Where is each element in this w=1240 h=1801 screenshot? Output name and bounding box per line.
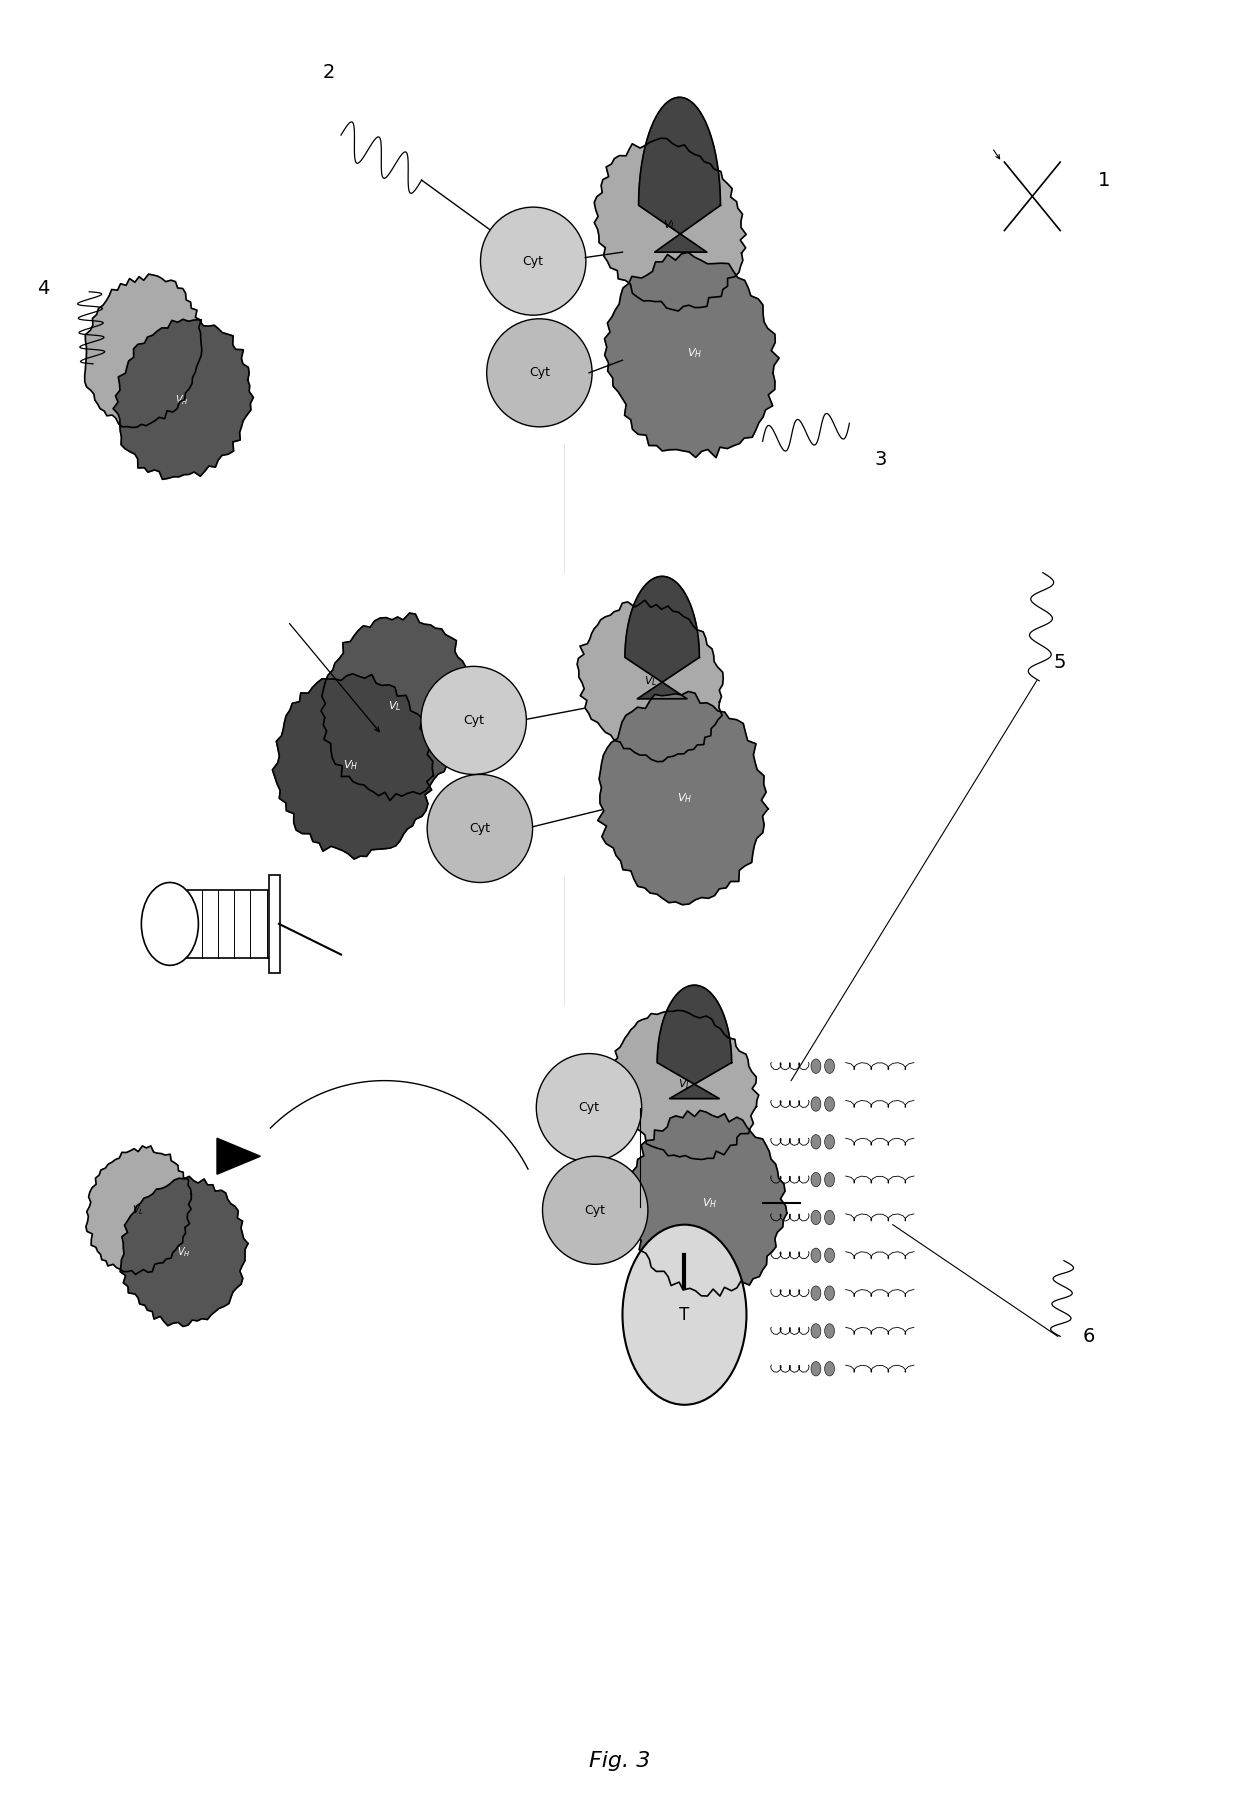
Circle shape (811, 1135, 821, 1149)
Text: 4: 4 (37, 279, 50, 297)
Text: Cyt: Cyt (470, 821, 490, 836)
Text: $V_H$: $V_H$ (687, 346, 702, 360)
Circle shape (811, 1362, 821, 1376)
Ellipse shape (486, 319, 593, 427)
Polygon shape (594, 139, 746, 312)
Polygon shape (657, 985, 732, 1099)
Circle shape (825, 1059, 835, 1073)
Text: 3: 3 (874, 450, 887, 468)
Ellipse shape (481, 207, 587, 315)
Polygon shape (577, 600, 723, 762)
Circle shape (811, 1286, 821, 1300)
Text: $V_L$: $V_L$ (131, 1203, 144, 1217)
Ellipse shape (542, 1156, 647, 1264)
Polygon shape (217, 1138, 260, 1174)
Circle shape (141, 882, 198, 965)
Polygon shape (120, 1176, 248, 1326)
Ellipse shape (427, 774, 533, 882)
Text: $V_H$: $V_H$ (702, 1196, 717, 1210)
Text: Fig. 3: Fig. 3 (589, 1751, 651, 1772)
Circle shape (825, 1362, 835, 1376)
Bar (269, 875, 280, 973)
Ellipse shape (536, 1054, 642, 1162)
Text: $V_L$: $V_L$ (388, 699, 401, 713)
Text: $V_L$: $V_L$ (134, 344, 146, 358)
Text: 1: 1 (1097, 171, 1110, 189)
Circle shape (811, 1210, 821, 1225)
Text: Cyt: Cyt (464, 713, 484, 728)
Text: 6: 6 (1083, 1327, 1095, 1345)
Text: $V_H$: $V_H$ (343, 758, 358, 773)
Circle shape (811, 1324, 821, 1338)
Polygon shape (614, 1010, 759, 1160)
Polygon shape (321, 612, 472, 800)
Circle shape (811, 1172, 821, 1187)
Text: $V_L$: $V_L$ (678, 1077, 691, 1091)
Polygon shape (113, 319, 253, 479)
Bar (182, 890, 279, 958)
Circle shape (825, 1286, 835, 1300)
Circle shape (825, 1248, 835, 1263)
Ellipse shape (422, 666, 526, 774)
Text: $V_H$: $V_H$ (177, 1244, 190, 1259)
Text: Cyt: Cyt (579, 1100, 599, 1115)
Polygon shape (604, 252, 779, 457)
Text: $V_L$: $V_L$ (663, 218, 676, 232)
Text: T: T (680, 1306, 689, 1324)
Circle shape (825, 1135, 835, 1149)
Circle shape (825, 1097, 835, 1111)
Circle shape (811, 1097, 821, 1111)
Polygon shape (273, 674, 434, 859)
Text: 5: 5 (1054, 654, 1066, 672)
Circle shape (811, 1059, 821, 1073)
Polygon shape (598, 692, 768, 904)
Polygon shape (84, 274, 202, 427)
Text: $V_H$: $V_H$ (677, 791, 692, 805)
Polygon shape (627, 1111, 787, 1297)
Polygon shape (639, 97, 720, 252)
Circle shape (622, 1225, 746, 1405)
Circle shape (825, 1210, 835, 1225)
Text: 2: 2 (322, 63, 335, 81)
Text: Cyt: Cyt (523, 254, 543, 268)
Circle shape (825, 1172, 835, 1187)
Polygon shape (625, 576, 699, 699)
Text: Cyt: Cyt (585, 1203, 605, 1217)
Text: $V_L$: $V_L$ (645, 674, 657, 688)
Circle shape (811, 1248, 821, 1263)
Circle shape (825, 1324, 835, 1338)
Text: Cyt: Cyt (529, 366, 549, 380)
Text: $V_H$: $V_H$ (176, 393, 188, 407)
Polygon shape (86, 1145, 191, 1275)
